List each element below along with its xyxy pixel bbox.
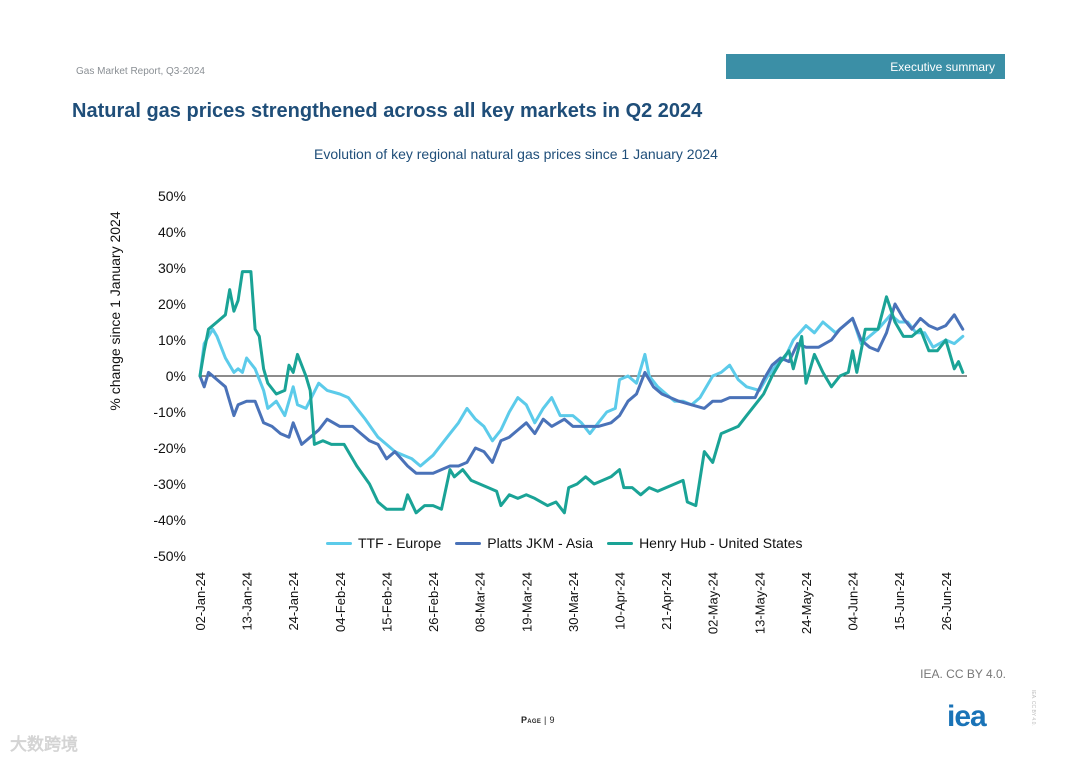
report-label: Gas Market Report, Q3-2024 [76, 66, 205, 77]
x-tick-label: 13-Jan-24 [240, 572, 255, 631]
y-tick-label: 20% [158, 296, 186, 312]
legend-item-hh: Henry Hub - United States [607, 535, 802, 551]
y-tick-label: 10% [158, 332, 186, 348]
x-tick-label: 08-Mar-24 [473, 572, 488, 632]
legend-swatch-hh [607, 541, 634, 545]
y-tick-label: 30% [158, 260, 186, 276]
y-tick-label: 0% [166, 368, 186, 384]
section-tag: Executive summary [726, 54, 1005, 79]
y-tick-label: -40% [153, 512, 186, 528]
y-tick-label: -30% [153, 476, 186, 492]
series-line-ttf [198, 313, 965, 468]
credit-text: IEA. CC BY 4.0. [920, 667, 1006, 681]
side-note: IEA. CC BY 4.0. [1030, 690, 1036, 726]
x-tick-label: 13-May-24 [752, 572, 767, 634]
x-tick-label: 26-Jun-24 [939, 572, 954, 631]
chart-legend: TTF - Europe Platts JKM - Asia Henry Hub… [326, 535, 802, 551]
x-tick-label: 26-Feb-24 [426, 572, 441, 632]
legend-swatch-ttf [326, 541, 352, 545]
series-line-hh [198, 270, 965, 515]
page-number-value: | 9 [544, 715, 555, 725]
x-tick-label: 10-Apr-24 [613, 572, 628, 630]
page-number: Page | 9 [521, 715, 555, 725]
page-prefix: Page [521, 715, 542, 725]
x-tick-label: 02-Jan-24 [193, 572, 208, 631]
y-axis-label: % change since 1 January 2024 [107, 211, 123, 410]
legend-label-hh: Henry Hub - United States [639, 535, 803, 551]
legend-item-ttf: TTF - Europe [326, 535, 441, 551]
x-tick-label: 19-Mar-24 [519, 572, 534, 632]
legend-item-jkm: Platts JKM - Asia [455, 535, 593, 551]
y-tick-label: 50% [158, 188, 186, 204]
iea-logo: iea [947, 700, 987, 733]
series-line-jkm [198, 302, 965, 475]
chart-title: Evolution of key regional natural gas pr… [314, 146, 718, 162]
x-tick-label: 15-Jun-24 [892, 572, 907, 631]
legend-swatch-jkm [455, 541, 482, 545]
x-tick-label: 02-May-24 [706, 572, 721, 634]
y-tick-label: 40% [158, 224, 186, 240]
y-tick-label: -50% [153, 548, 186, 564]
series-layer [198, 270, 965, 515]
watermark: 大数跨境 [10, 735, 78, 754]
page-title: Natural gas prices strengthened across a… [72, 100, 703, 122]
x-tick-label: 04-Jun-24 [846, 572, 861, 631]
x-tick-label: 21-Apr-24 [659, 572, 674, 630]
y-tick-label: -10% [153, 404, 186, 420]
legend-label-jkm: Platts JKM - Asia [487, 535, 594, 551]
x-axis: 02-Jan-24 13-Jan-24 24-Jan-24 04-Feb-24 15-F… [193, 572, 954, 634]
y-tick-label: -20% [153, 440, 186, 456]
x-tick-label: 15-Feb-24 [379, 572, 394, 632]
x-tick-label: 30-Mar-24 [566, 572, 581, 632]
x-tick-label: 24-May-24 [799, 572, 814, 634]
y-axis: 50% 40% 30% 20% 10% 0% -10% -20% -30% -40% -50% [153, 188, 186, 564]
x-tick-label: 04-Feb-24 [333, 572, 348, 632]
legend-label-ttf: TTF - Europe [358, 535, 442, 551]
x-tick-label: 24-Jan-24 [286, 572, 301, 631]
